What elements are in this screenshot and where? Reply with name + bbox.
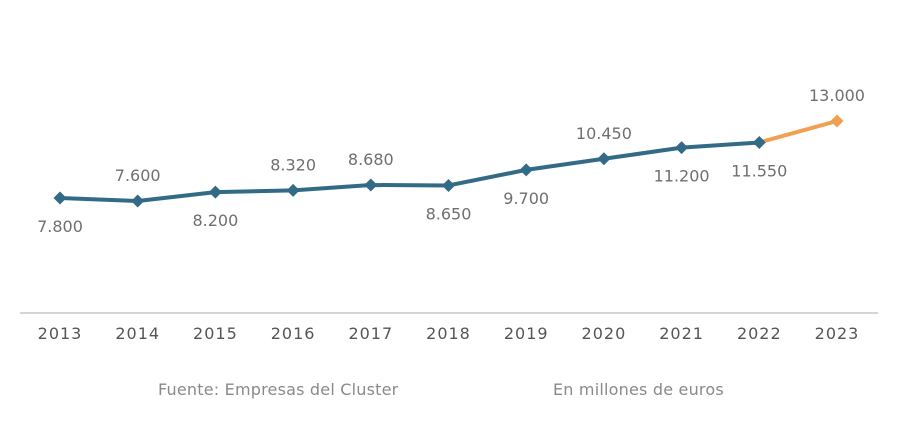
data-label: 13.000 <box>809 86 865 105</box>
series-lines <box>59 119 838 203</box>
data-label: 10.450 <box>576 124 632 143</box>
data-label: 11.550 <box>731 161 787 180</box>
data-label: 7.600 <box>115 166 161 185</box>
x-tick-label: 2014 <box>115 324 160 343</box>
data-point-marker <box>442 178 455 192</box>
x-tick-label: 2019 <box>504 324 549 343</box>
data-labels: 7.800 7.600 8.200 8.320 8.680 8.650 9.700 10.45… <box>37 86 865 236</box>
data-point-marker <box>830 114 844 128</box>
data-label: 8.650 <box>426 204 472 223</box>
data-point-marker <box>364 178 378 192</box>
x-tick-label: 2016 <box>271 324 316 343</box>
x-tick-label: 2021 <box>659 324 704 343</box>
data-point-marker <box>286 183 300 197</box>
data-point-marker <box>208 185 222 199</box>
series-markers <box>53 114 844 208</box>
data-point-marker <box>597 152 611 166</box>
data-point-marker <box>53 191 67 205</box>
x-tick-label: 2018 <box>426 324 471 343</box>
data-label: 11.200 <box>654 167 710 186</box>
x-tick-label: 2023 <box>815 324 860 343</box>
data-label: 8.680 <box>348 150 394 169</box>
data-label: 9.700 <box>503 189 549 208</box>
series-line <box>59 140 760 203</box>
data-label: 7.800 <box>37 217 83 236</box>
projection-line <box>758 119 838 145</box>
data-point-marker <box>675 141 689 155</box>
data-point-marker <box>752 135 766 149</box>
data-label: 8.200 <box>192 211 238 230</box>
x-tick-label: 2013 <box>38 324 83 343</box>
data-point-marker <box>131 194 145 208</box>
x-tick-label: 2017 <box>348 324 393 343</box>
data-point-marker <box>519 163 533 177</box>
x-tick-labels: 2013 2014 2015 2016 2017 2018 2019 2020 2021 2022… <box>38 324 860 343</box>
source-note: Fuente: Empresas del Cluster <box>158 380 399 399</box>
x-tick-label: 2015 <box>193 324 238 343</box>
unit-note: En millones de euros <box>553 380 724 399</box>
x-tick-label: 2020 <box>582 324 627 343</box>
data-label: 8.320 <box>270 155 316 174</box>
x-tick-label: 2022 <box>737 324 782 343</box>
